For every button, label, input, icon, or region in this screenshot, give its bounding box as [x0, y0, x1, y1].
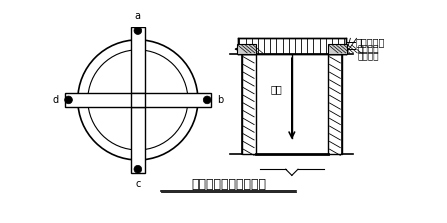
Bar [65, 93, 211, 107]
Text: b: b [217, 95, 224, 105]
Circle shape [65, 96, 72, 104]
Circle shape [203, 96, 211, 104]
Text: c: c [135, 179, 140, 189]
Text: 砖砌定位: 砖砌定位 [357, 45, 379, 54]
Bar [237, 44, 256, 54]
Bar [131, 27, 145, 173]
Bar [328, 44, 346, 54]
Bar [131, 93, 145, 107]
Text: 线锤: 线锤 [271, 85, 283, 95]
Circle shape [134, 27, 142, 35]
Bar [328, 54, 342, 154]
Text: 自制十字架: 自制十字架 [356, 37, 385, 47]
Bar [238, 38, 346, 54]
Bar [242, 54, 256, 154]
Text: 和挡水圈: 和挡水圈 [357, 52, 379, 61]
Text: 桩孔中心位置的校正图: 桩孔中心位置的校正图 [191, 178, 266, 191]
Text: d: d [52, 95, 59, 105]
Circle shape [134, 165, 142, 173]
Text: a: a [135, 11, 141, 21]
